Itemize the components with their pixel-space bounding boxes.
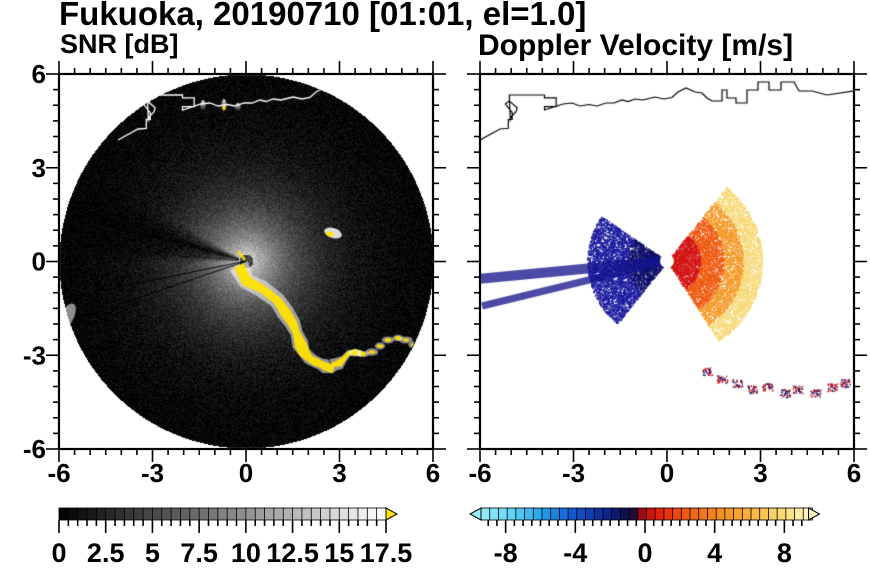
svg-text:-8: -8 xyxy=(494,538,518,568)
svg-text:12.5: 12.5 xyxy=(266,538,319,568)
svg-text:0: 0 xyxy=(660,458,674,488)
svg-text:-3: -3 xyxy=(23,340,46,370)
svg-text:5: 5 xyxy=(145,538,160,568)
svg-text:6: 6 xyxy=(32,59,46,89)
svg-text:6: 6 xyxy=(426,458,440,488)
svg-text:8: 8 xyxy=(777,538,792,568)
svg-text:3: 3 xyxy=(32,153,46,183)
svg-text:-4: -4 xyxy=(563,538,587,568)
svg-text:-6: -6 xyxy=(47,458,70,488)
svg-text:0: 0 xyxy=(32,247,46,277)
svg-text:-6: -6 xyxy=(23,434,46,464)
svg-text:7.5: 7.5 xyxy=(180,538,218,568)
svg-text:6: 6 xyxy=(847,458,861,488)
svg-text:4: 4 xyxy=(707,538,722,568)
svg-text:-3: -3 xyxy=(141,458,164,488)
svg-text:0: 0 xyxy=(51,538,66,568)
svg-text:10: 10 xyxy=(231,538,261,568)
svg-text:-3: -3 xyxy=(562,458,585,488)
svg-text:-6: -6 xyxy=(468,458,491,488)
svg-text:15: 15 xyxy=(324,538,354,568)
svg-text:3: 3 xyxy=(332,458,346,488)
svg-text:3: 3 xyxy=(753,458,767,488)
svg-text:2.5: 2.5 xyxy=(87,538,125,568)
svg-text:0: 0 xyxy=(637,538,652,568)
svg-text:0: 0 xyxy=(239,458,253,488)
svg-text:17.5: 17.5 xyxy=(360,538,413,568)
